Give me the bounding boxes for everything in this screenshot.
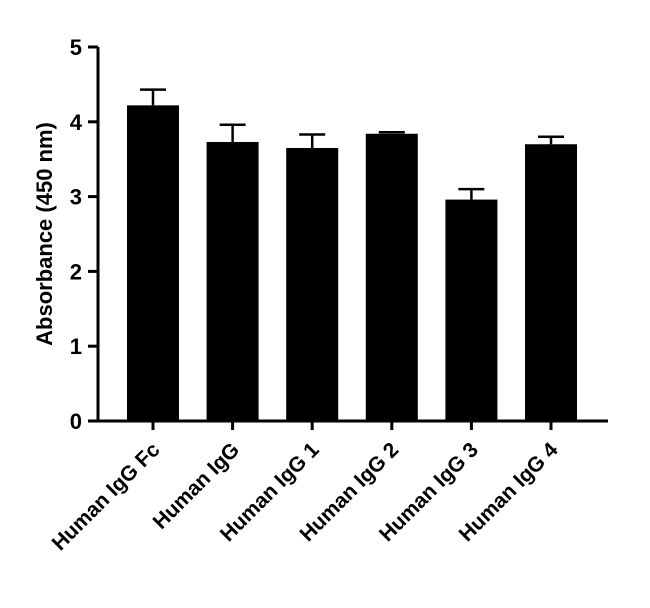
x-tick-label: Human IgG Fc [48, 438, 165, 555]
bar [365, 133, 418, 421]
error-bars [140, 88, 564, 200]
y-tick-label: 2 [70, 259, 82, 284]
bar [127, 105, 179, 422]
y-axis-label: Absorbance (450 nm) [32, 122, 57, 346]
bar [525, 144, 577, 422]
y-tick-label: 0 [70, 409, 82, 434]
bar [286, 147, 339, 422]
y-axis: 0 1 2 3 4 5 [70, 35, 100, 434]
y-tick-label: 5 [70, 35, 82, 60]
y-tick-label: 1 [70, 334, 82, 359]
y-tick-label: 3 [70, 185, 82, 210]
bars [127, 105, 577, 422]
bar [206, 141, 259, 421]
bar [445, 199, 498, 421]
y-tick-label: 4 [70, 110, 83, 135]
